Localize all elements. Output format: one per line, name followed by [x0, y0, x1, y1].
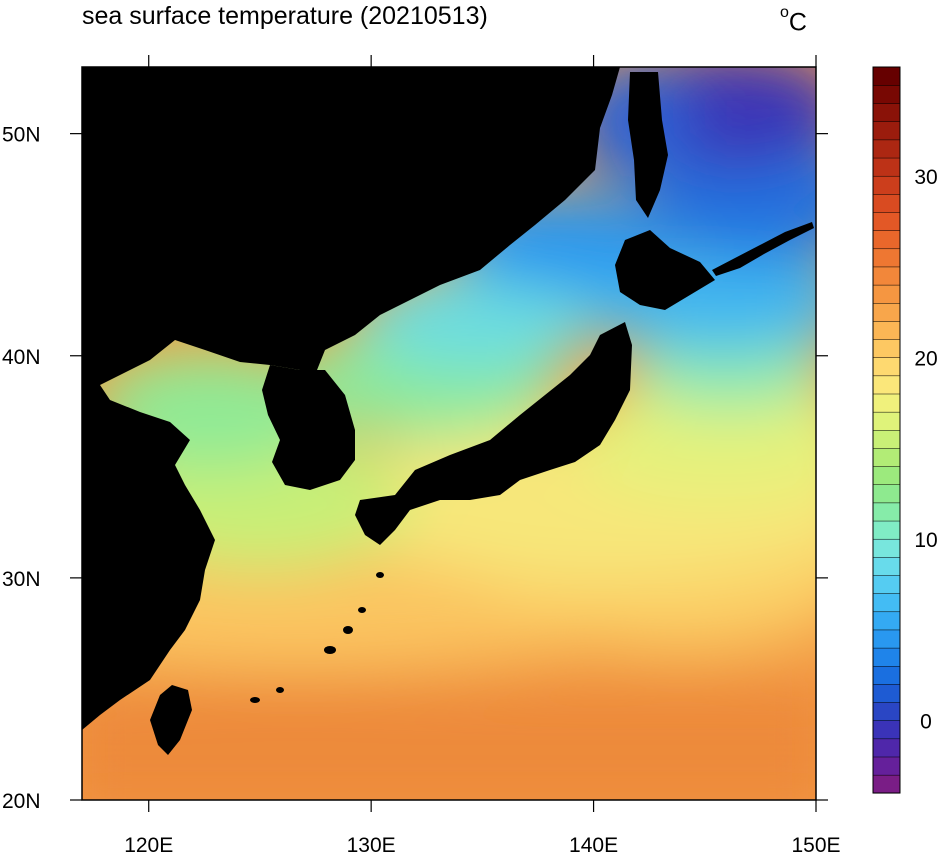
x-tick-label: 150E: [791, 834, 840, 857]
japan-hokkaido: [615, 230, 715, 310]
colorbar-segment: [872, 302, 901, 322]
colorbar-segment: [872, 375, 901, 395]
colorbar-segment: [872, 411, 901, 431]
ryukyu-islands: [250, 572, 384, 703]
colorbar-segment: [872, 484, 901, 504]
y-tick-label: 40N: [2, 346, 41, 369]
colorbar-segment: [872, 720, 901, 740]
colorbar-frame: [872, 66, 901, 794]
colorbar-segment: [872, 121, 901, 141]
colorbar-segment: [872, 393, 901, 413]
colorbar-segment: [872, 175, 901, 195]
colorbar-segment: [872, 756, 901, 776]
korean-peninsula: [262, 365, 355, 490]
colorbar-segment: [872, 157, 901, 177]
colorbar-segment: [872, 66, 901, 86]
x-tick-label: 130E: [347, 834, 396, 857]
sakhalin: [628, 72, 668, 218]
map-title: sea surface temperature (20210513): [82, 2, 488, 30]
degree-symbol: o: [780, 4, 789, 21]
colorbar-tick-label: 0: [920, 710, 932, 733]
colorbar-segment: [872, 103, 901, 123]
y-tick-label: 20N: [2, 790, 41, 813]
y-tick-label: 50N: [2, 124, 41, 147]
colorbar-segment: [872, 738, 901, 758]
colorbar-segment: [872, 774, 901, 794]
colorbar-segment: [872, 248, 901, 268]
map-frame: [81, 66, 817, 801]
colorbar-tick-label: 10: [914, 529, 937, 552]
colorbar-segment: [872, 629, 901, 649]
colorbar-segment: [872, 266, 901, 286]
colorbar-segment: [872, 538, 901, 558]
colorbar-segment: [872, 556, 901, 576]
colorbar: 0 10 20 30: [872, 66, 938, 794]
colorbar-segment: [872, 520, 901, 540]
colorbar-segment: [872, 139, 901, 159]
asia-mainland: [82, 67, 620, 730]
colorbar-segment: [872, 447, 901, 467]
x-tick-label: 140E: [569, 834, 618, 857]
axis-ticks: [70, 55, 828, 812]
colorbar-segment: [872, 702, 901, 721]
colorbar-tick-label: 20: [914, 347, 937, 370]
colorbar-segment: [872, 611, 901, 631]
colorbar-segment: [872, 230, 901, 250]
colorbar-segment: [872, 211, 901, 231]
colorbar-tick-label: 30: [914, 166, 937, 189]
colorbar-segment: [872, 429, 901, 449]
colorbar-segment: [872, 84, 901, 104]
colorbar-segment: [872, 574, 901, 594]
axis-labels: 120E 130E 140E 150E 20N 30N 40N 50N: [2, 124, 841, 857]
colorbar-segment: [872, 466, 901, 485]
colorbar-segment: [872, 357, 901, 377]
colorbar-segment: [872, 665, 901, 685]
x-tick-label: 120E: [124, 834, 173, 857]
colorbar-segment: [872, 647, 901, 667]
colorbar-segment: [872, 502, 901, 522]
celsius-letter: C: [788, 8, 807, 37]
colorbar-segment: [872, 339, 901, 358]
y-tick-label: 30N: [2, 568, 41, 591]
unit-label: oC: [780, 0, 807, 39]
colorbar-segment: [872, 683, 901, 703]
japan-honshu: [355, 322, 632, 545]
taiwan: [150, 685, 192, 755]
colorbar-segment: [872, 320, 901, 340]
kuril-islands: [712, 222, 814, 276]
land-masses: [82, 67, 814, 755]
colorbar-segment: [872, 593, 901, 613]
colorbar-segment: [872, 284, 901, 304]
colorbar-segment: [872, 193, 901, 213]
